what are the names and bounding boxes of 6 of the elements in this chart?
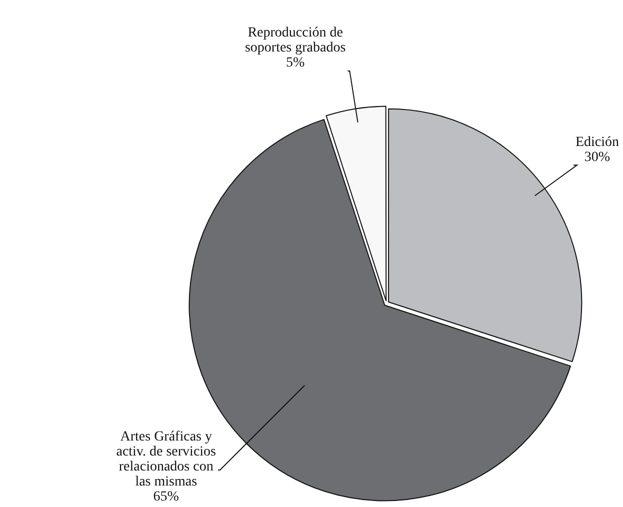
slice-label: Reproducción de soportes grabados (244, 26, 346, 56)
slice-label: Edición (575, 134, 619, 150)
data-label: 30% (584, 150, 610, 165)
slice-label: Artes Gráficas y activ. de servicios relacionados con las mismas (116, 430, 216, 490)
data-label: 5% (286, 56, 305, 71)
data-label: 65% (153, 490, 180, 505)
